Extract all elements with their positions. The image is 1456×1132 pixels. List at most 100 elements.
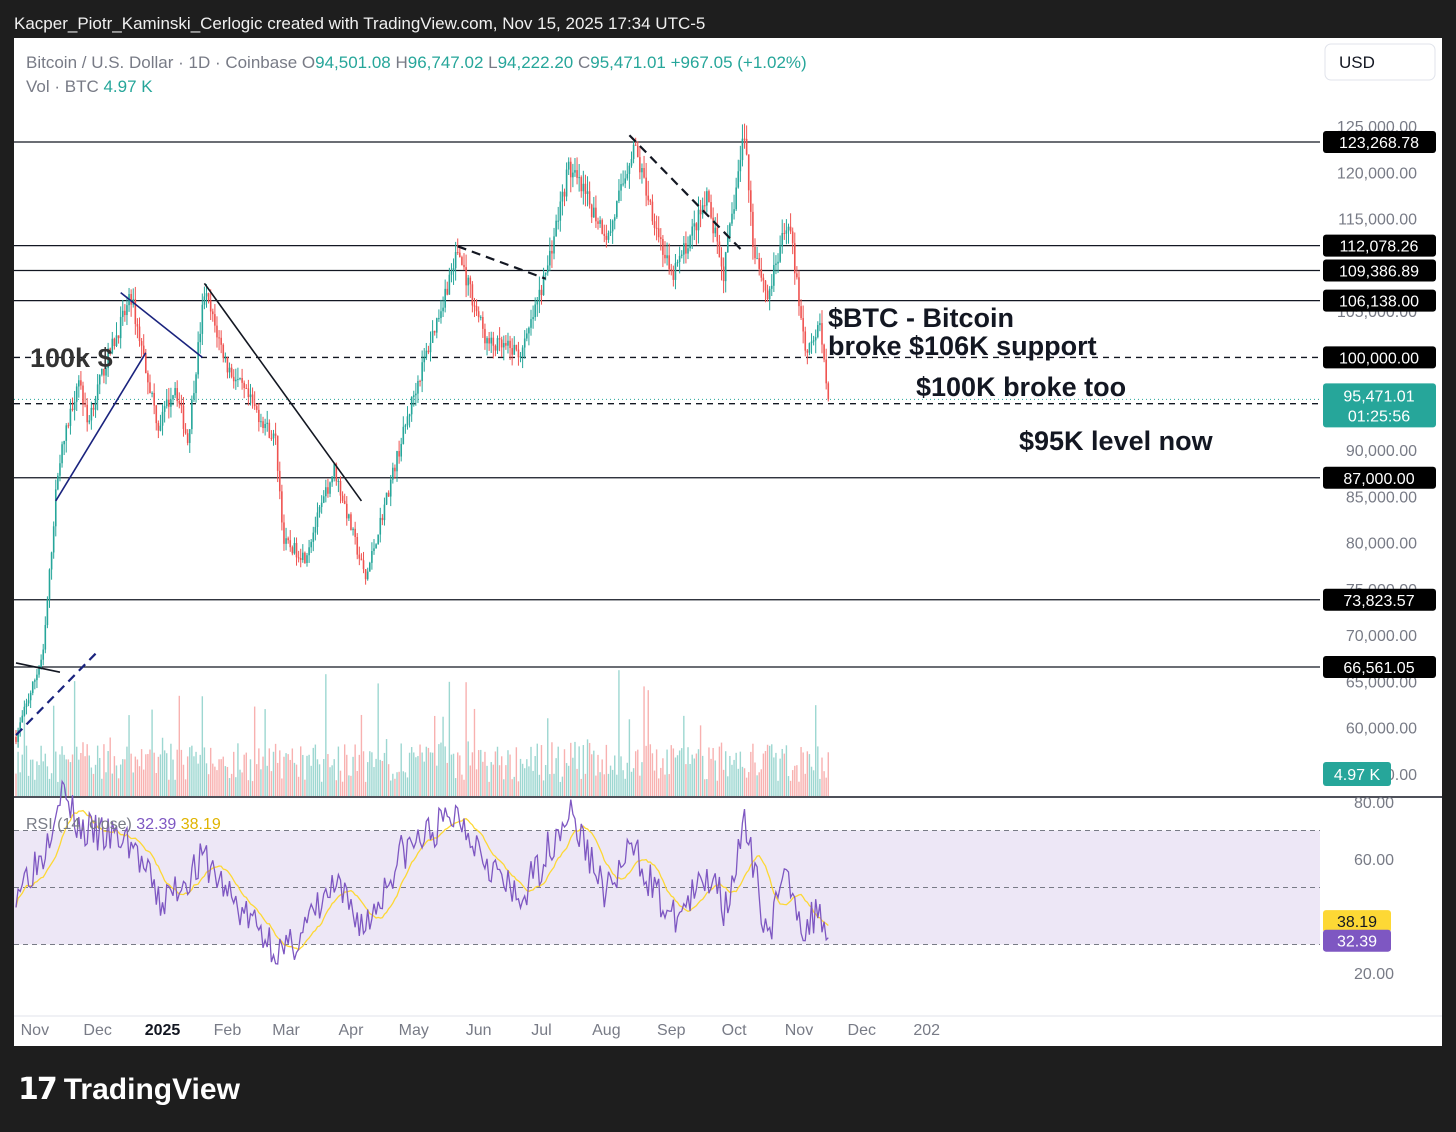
candle-body [509,340,511,349]
candle-body [67,425,70,427]
volume-bar [549,774,551,796]
volume-bar [134,756,137,796]
candle-body [693,223,696,227]
candle-body [576,170,578,178]
candle-body [15,737,17,742]
volume-bar [471,752,474,796]
level-price-label: 109,386.89 [1339,264,1419,281]
candle-body [224,357,227,359]
candle-body [691,226,694,236]
volume-bar [634,751,637,796]
candle-body [339,480,342,496]
candle-body [810,341,813,344]
volume-bar [601,759,603,796]
candle-body [758,258,760,269]
volume-bar [540,745,543,796]
volume-bar [505,765,507,796]
candle-body [88,420,91,423]
volume-bar [532,770,534,796]
volume-bar [561,776,564,796]
candle-body [262,421,264,429]
volume-bar [477,750,480,796]
volume-bar [783,753,786,796]
volume-bar [731,764,733,796]
volume-bar [153,752,155,796]
currency-button[interactable]: USD [1324,43,1436,81]
volume-bar [147,754,149,796]
candle-body [119,316,122,339]
candle-body [364,569,367,580]
candle-body [276,435,279,471]
candle-body [490,337,493,344]
y-tick-label: 85,000.00 [1346,489,1417,506]
candle-body [199,333,202,343]
volume-bar [128,715,130,796]
volume-bar [201,696,204,796]
volume-bar [507,750,509,796]
candle-body [302,552,304,560]
candle-body [827,383,830,400]
rsi-legend-ma-value: 38.19 [181,816,221,833]
volume-bar [109,737,111,796]
volume-bar [775,752,777,796]
candle-body [477,311,480,318]
volume-bar [764,750,767,796]
candle-body [549,250,551,266]
candle-body [542,274,545,296]
volume-bar [687,747,689,796]
candle-body [743,138,746,140]
volume-bar [266,765,268,796]
candle-body [444,288,446,308]
candle-body [402,426,405,444]
candle-body [582,183,585,192]
candle-body [448,274,451,295]
x-tick-label: 2025 [145,1022,181,1039]
candle-body [469,277,472,285]
candle-body [193,393,195,400]
candle-body [228,367,231,373]
candle-body [144,354,147,374]
volume-bar [475,769,478,796]
candle-body [149,382,151,394]
volume-bar [264,709,266,796]
candle-body [764,280,767,291]
chart-panel[interactable]: 100k $ $BTC - Bitcoin broke $106K support $… [14,38,1442,1046]
volume-bar [496,746,499,796]
candle-body [722,266,725,282]
candle-body [220,337,222,345]
volume-bar [302,754,304,796]
volume-bar [660,767,662,796]
candle-body [163,406,166,412]
candle-body [297,557,300,559]
candle-body [438,318,440,320]
volume-bar [15,773,17,796]
candle-body [341,495,344,501]
volume-bar [494,751,497,796]
candle-body [375,544,377,549]
volume-bar [741,766,744,796]
candle-body [787,226,790,231]
candle-body [605,235,608,240]
candle-body [147,373,149,383]
volume-bar [130,753,132,796]
candle-body [601,220,603,234]
volume-bar [253,706,256,796]
candle-body [785,230,788,234]
volume-bar [572,757,574,796]
currency-button-label: USD [1339,53,1375,72]
volume-bar [800,747,802,796]
trendline [457,245,547,280]
candle-body [350,514,352,531]
candle-body [283,522,285,544]
candle-body [565,169,568,197]
volume-bar [653,770,656,796]
candle-body [230,367,233,377]
candle-body [710,202,712,218]
volume-bar [448,681,451,796]
currency-button-frame [1324,43,1436,81]
volume-bar [207,774,210,796]
volume-bar [392,773,394,796]
volume-bar [743,768,746,796]
volume-bar [542,780,545,796]
